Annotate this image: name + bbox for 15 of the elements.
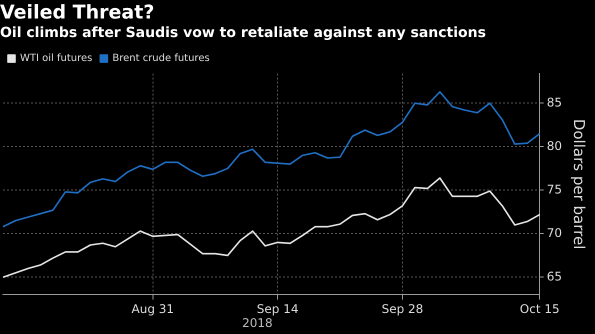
x-tick-label: Aug 31 [132, 302, 174, 316]
text: 2018 [242, 316, 273, 330]
y-tick-label: 75 [546, 182, 562, 196]
y-tick-label: 70 [546, 226, 562, 240]
x-tick-label: Sep 28 [382, 302, 424, 316]
chart-title: Veiled Threat? [0, 1, 154, 24]
y-tick-label: 80 [546, 138, 562, 153]
y-tick-label: 65 [546, 269, 562, 284]
x-tick-label: Sep 14 [256, 302, 298, 316]
legend-label: Brent crude futures [112, 53, 210, 64]
legend-label: WTI oil futures [20, 53, 92, 64]
y-tick-label: 85 [546, 95, 562, 110]
chart-subtitle: Oil climbs after Saudis vow to retaliate against any sanctions [0, 24, 486, 41]
y-axis-title: Dollars per barrel [570, 118, 588, 250]
x-tick-label: Oct 15 [520, 302, 560, 316]
